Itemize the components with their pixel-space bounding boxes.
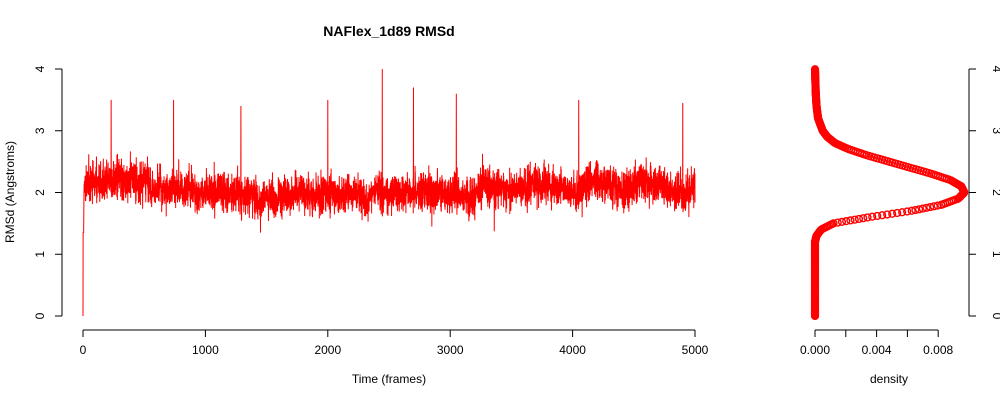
density-point [918, 204, 927, 213]
density-x-tick-group: 0.000 0.004 0.008 [800, 330, 954, 357]
density-point [837, 217, 847, 226]
rmsd-series [82, 68, 696, 317]
density-point [829, 219, 838, 228]
x-tick-label: 3000 [437, 343, 464, 357]
y-tick-label: 2 [33, 189, 47, 196]
rmsd-line [82, 68, 696, 317]
density-point [810, 65, 820, 74]
density-y-tick-group: 0 1 2 3 4 [969, 66, 1000, 320]
x-tick-label: 4000 [559, 343, 586, 357]
x-tick-label: 5000 [682, 343, 709, 357]
density-y-tick-label: 4 [990, 66, 1000, 73]
x-tick-label: 0 [80, 343, 87, 357]
y-tick-label: 0 [33, 312, 47, 319]
density-point [888, 209, 897, 218]
density-point [903, 207, 912, 216]
density-point [878, 211, 887, 220]
density-point [863, 213, 872, 222]
density-point [933, 201, 942, 210]
density-point [914, 205, 924, 214]
density-x-tick-label: 0.008 [923, 343, 953, 357]
density-y-tick-label: 2 [990, 189, 1000, 196]
y-tick-label: 1 [33, 251, 47, 258]
density-point [850, 215, 859, 224]
density-point [907, 206, 916, 215]
density-x-tick-label: 0.000 [800, 343, 830, 357]
density-y-tick-label: 1 [990, 251, 1000, 258]
density-point [922, 203, 931, 212]
density-point [854, 214, 864, 224]
y-axis-label: RMSd (Angstroms) [3, 141, 17, 243]
density-point [868, 212, 877, 221]
density-point [846, 216, 855, 225]
chart-title: NAFlex_1d89 RMSd [323, 23, 454, 39]
density-y-tick-label: 0 [990, 313, 1000, 320]
density-point [898, 208, 907, 217]
x-tick-label: 2000 [314, 343, 341, 357]
time-series-axes: 0 1000 2000 3000 4000 5000 0 1 2 3 4 [33, 65, 709, 357]
density-point [911, 205, 920, 215]
density-axes: 0.000 0.004 0.008 0 1 2 3 4 [800, 66, 1000, 357]
density-point [842, 217, 851, 226]
density-point [833, 218, 842, 227]
density-y-tick-label: 3 [990, 127, 1000, 134]
density-x-axis-label: density [870, 372, 908, 386]
x-tick-group: 0 1000 2000 3000 4000 5000 [80, 330, 709, 357]
density-point [926, 202, 935, 212]
y-tick-label: 3 [33, 127, 47, 134]
density-x-tick-label: 0.004 [862, 343, 892, 357]
density-point [893, 208, 902, 218]
density-curve [810, 65, 969, 321]
x-tick-label: 1000 [192, 343, 219, 357]
y-tick-label: 4 [33, 65, 47, 72]
density-point [883, 210, 892, 219]
density-point [929, 202, 938, 211]
y-tick-group: 0 1 2 3 4 [33, 65, 62, 319]
density-point [873, 211, 882, 221]
density-point [859, 214, 868, 223]
x-axis-label: Time (frames) [352, 372, 426, 386]
